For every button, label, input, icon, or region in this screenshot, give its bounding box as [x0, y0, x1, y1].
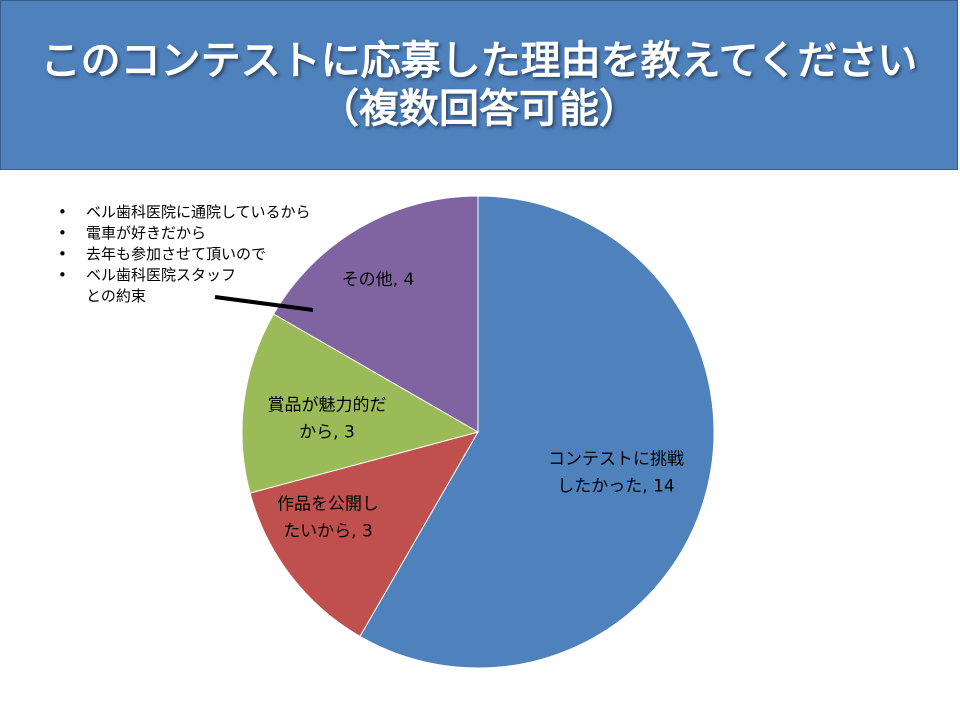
other-reasons-list: • ベル歯科医院に通院しているから • 電車が好きだから • 去年も参加させて頂いので… — [58, 202, 311, 307]
slice-data-label: 賞品が魅力的だから, 3 — [268, 396, 387, 443]
note-text: 電車が好きだから — [86, 224, 207, 242]
title-banner: このコンテストに応募した理由を教えてください （複数回答可能） — [0, 0, 958, 170]
callout-line — [214, 295, 314, 312]
bullet-icon: • — [58, 266, 67, 284]
slice-label-line: から, 3 — [299, 423, 355, 443]
slice-data-label: その他, 4 — [342, 270, 415, 290]
note-item: • ベル歯科医院に通院しているから — [58, 202, 311, 223]
slice-label-line: 作品を公開し — [277, 495, 379, 515]
title-line-2: （複数回答可能） — [319, 86, 639, 132]
slice-label-line: コンテストに挑戦 — [548, 450, 684, 470]
slice-label-line: 賞品が魅力的だ — [268, 396, 387, 416]
slice-data-label: 作品を公開したいから, 3 — [277, 495, 379, 542]
pie-slice — [272, 195, 479, 433]
bullet-icon: • — [58, 245, 67, 263]
note-item: • ベル歯科医院スタッフ との約束 — [58, 265, 311, 307]
slice-label-line: したかった, 14 — [557, 477, 674, 497]
pie-slice — [249, 431, 480, 638]
slice-label-line: たいから, 3 — [283, 522, 373, 542]
note-text: ベル歯科医院スタッフ との約束 — [86, 266, 237, 305]
slice-data-label: コンテストに挑戦したかった, 14 — [548, 450, 684, 497]
title-line-1: このコンテストに応募した理由を教えてください — [40, 38, 918, 84]
note-item: • 去年も参加させて頂いので — [58, 244, 311, 265]
pie-slice — [359, 195, 715, 669]
slice-label-line: その他, 4 — [342, 270, 415, 290]
note-text: 去年も参加させて頂いので — [86, 245, 267, 263]
note-text: ベル歯科医院に通院しているから — [86, 203, 311, 221]
pie-slice — [241, 313, 480, 494]
bullet-icon: • — [58, 224, 67, 242]
note-item: • 電車が好きだから — [58, 223, 311, 244]
bullet-icon: • — [58, 203, 67, 221]
